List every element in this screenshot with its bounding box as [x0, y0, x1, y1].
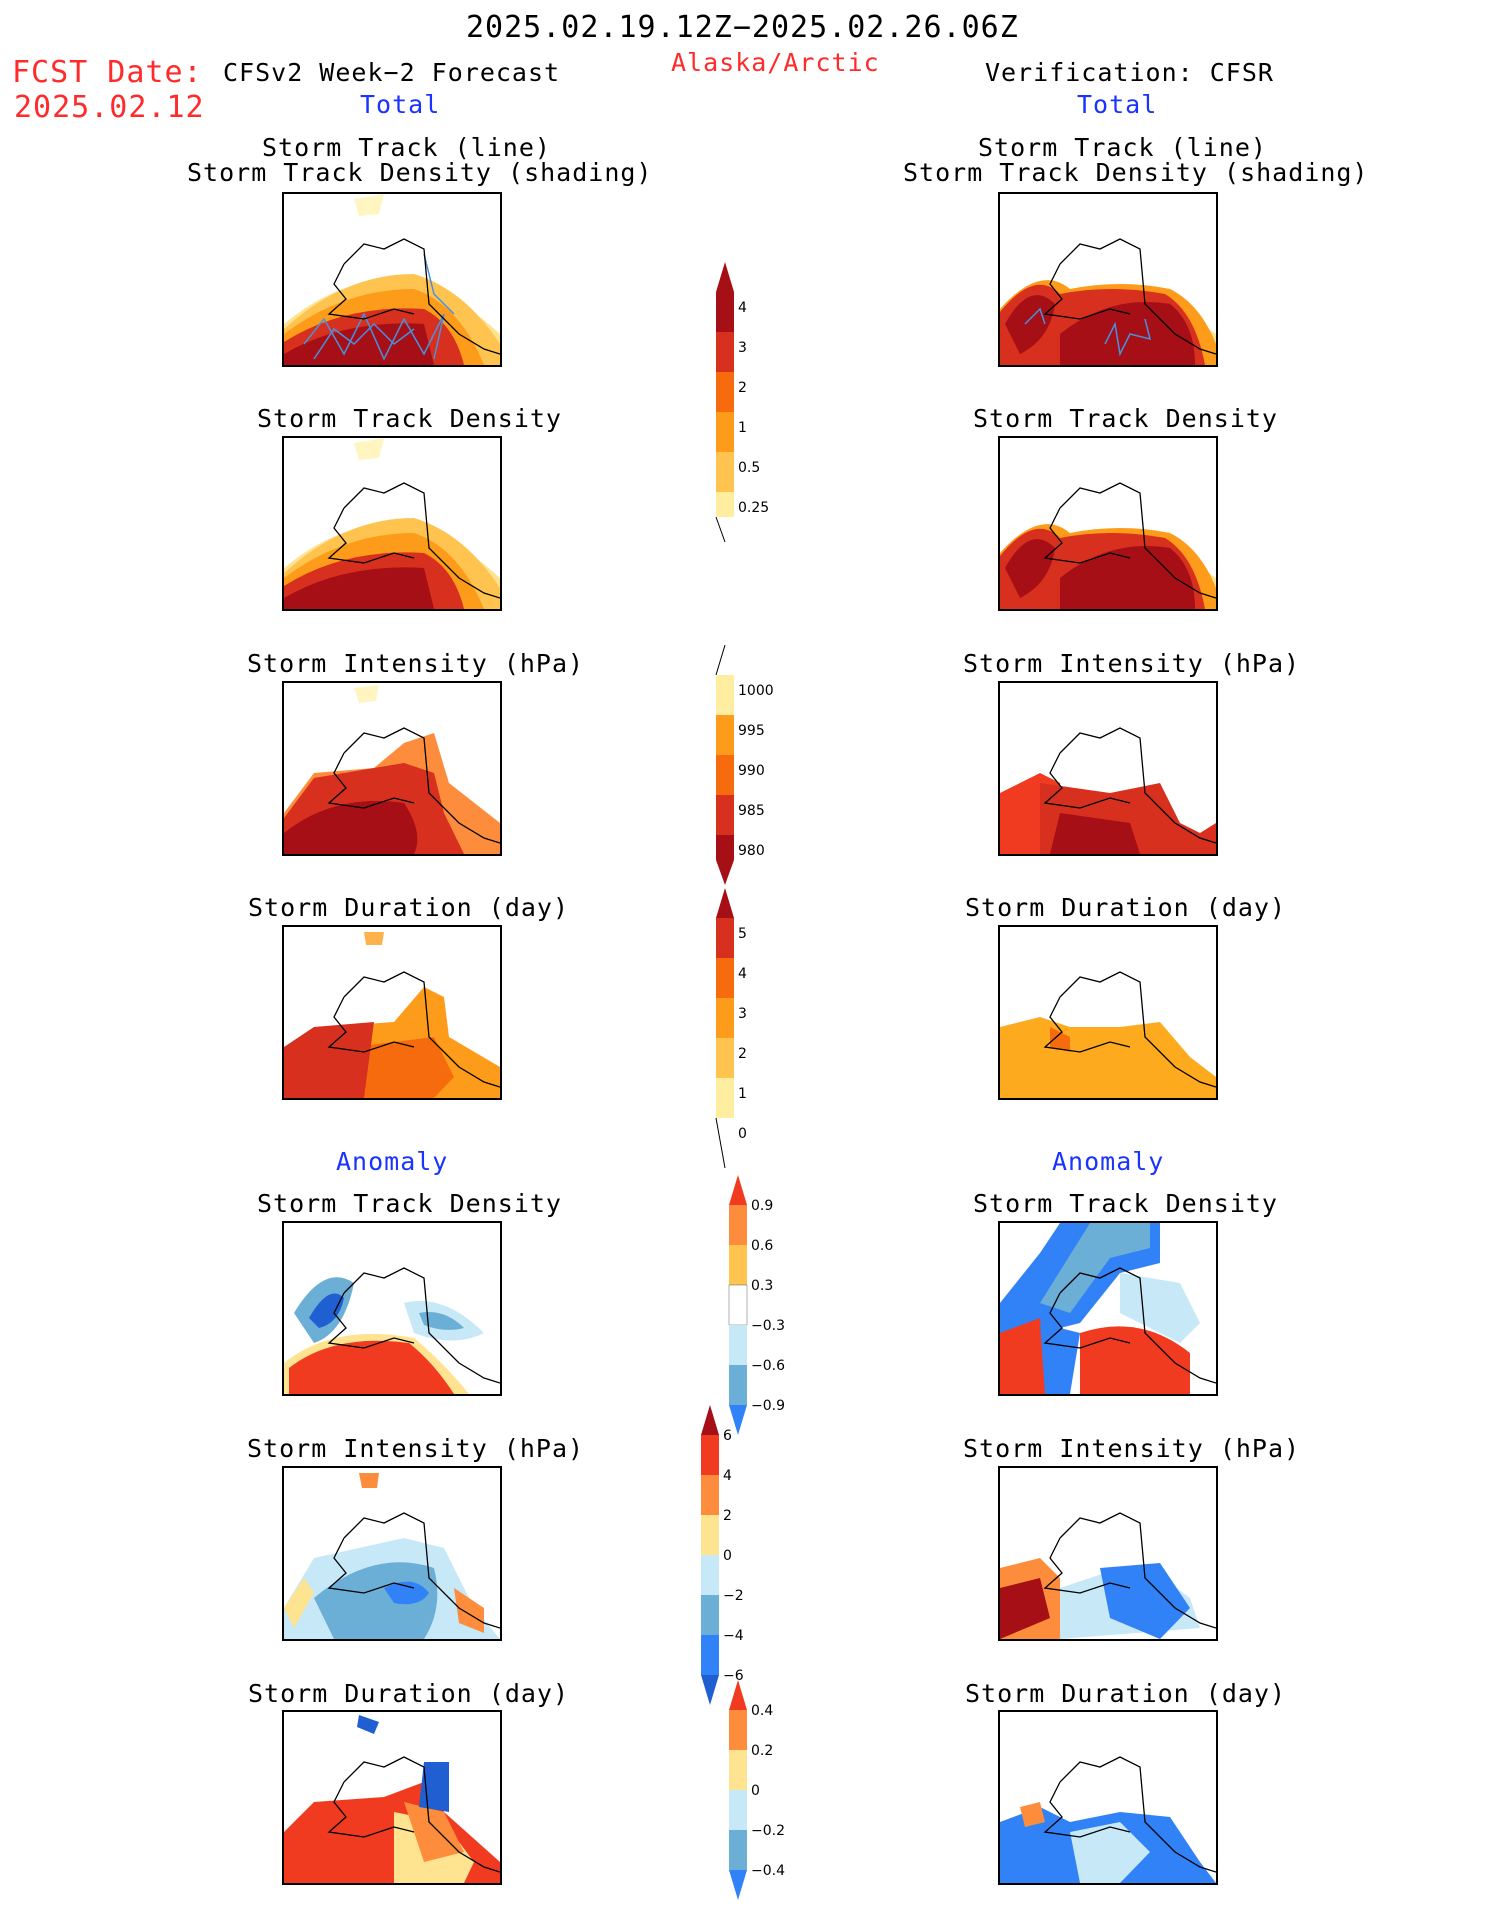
right-density-map	[998, 436, 1218, 611]
intensity-anom-colorbar: 6 4 2 0 −2 −4 −6	[701, 1405, 744, 1705]
cbar-tick: 2	[738, 380, 747, 396]
right-intensity-title: Storm Intensity (hPa)	[963, 649, 1301, 678]
left-intensity-map	[282, 681, 502, 856]
cbar-tick: −0.2	[751, 1823, 785, 1839]
left-density-title: Storm Track Density	[257, 404, 562, 433]
cbar-tick: 1	[738, 1086, 747, 1102]
cbar-tick: 990	[738, 763, 765, 779]
cbar-tick: 0	[723, 1548, 732, 1564]
cbar-tick: −0.9	[751, 1398, 785, 1414]
cbar-tick: 985	[738, 803, 765, 819]
right-anom-duration-map	[998, 1710, 1218, 1885]
right-anom-duration-title: Storm Duration (day)	[965, 1679, 1287, 1708]
verification-total-label: Total	[1077, 90, 1158, 119]
cbar-tick: 0.3	[751, 1278, 773, 1294]
right-anom-intensity-title: Storm Intensity (hPa)	[963, 1434, 1301, 1463]
forecast-title: CFSv2 Week−2 Forecast	[223, 58, 561, 87]
fcst-date-label: FCST Date:	[12, 55, 203, 90]
left-track-line-title: Storm Track (line)	[262, 133, 551, 162]
left-track-map	[282, 192, 502, 367]
cbar-tick: 3	[738, 340, 747, 356]
left-duration-title: Storm Duration (day)	[248, 893, 570, 922]
density-total-colorbar: 4 3 2 1 0.5 0.25	[715, 262, 769, 542]
cbar-tick: −0.3	[751, 1318, 785, 1334]
cbar-tick: 995	[738, 723, 765, 739]
cbar-tick: 3	[738, 1006, 747, 1022]
cbar-tick: 1000	[738, 683, 774, 699]
cbar-tick: 5	[738, 926, 747, 942]
verification-title: Verification: CFSR	[985, 58, 1274, 87]
cbar-tick: −4	[723, 1628, 744, 1644]
left-anom-density-title: Storm Track Density	[257, 1189, 562, 1218]
left-duration-map	[282, 925, 502, 1100]
cbar-tick: 2	[723, 1508, 732, 1524]
right-duration-title: Storm Duration (day)	[965, 893, 1287, 922]
cbar-tick: 0.25	[738, 500, 769, 516]
left-anom-duration-title: Storm Duration (day)	[248, 1679, 570, 1708]
cbar-tick: 1	[738, 420, 747, 436]
right-anom-density-map	[998, 1221, 1218, 1396]
cbar-tick: 6	[723, 1428, 732, 1444]
right-anom-density-title: Storm Track Density	[973, 1189, 1278, 1218]
cbar-tick: 0.9	[751, 1198, 773, 1214]
right-duration-map	[998, 925, 1218, 1100]
cbar-tick: −2	[723, 1588, 744, 1604]
left-track-shading-title: Storm Track Density (shading)	[187, 158, 653, 187]
right-intensity-map	[998, 681, 1218, 856]
right-track-shading-title: Storm Track Density (shading)	[903, 158, 1369, 187]
duration-anom-colorbar: 0.4 0.2 0 −0.2 −0.4	[729, 1680, 785, 1900]
intensity-total-colorbar: 1000 995 990 985 980	[715, 645, 774, 885]
left-anom-duration-map	[282, 1710, 502, 1885]
cbar-tick: 4	[738, 300, 747, 316]
duration-total-colorbar: 5 4 3 2 1 0	[715, 888, 747, 1168]
cbar-tick: −0.4	[751, 1863, 785, 1879]
left-intensity-title: Storm Intensity (hPa)	[247, 649, 585, 678]
cbar-tick: 0.5	[738, 460, 760, 476]
left-density-map	[282, 436, 502, 611]
cbar-tick: 4	[738, 966, 747, 982]
left-anom-density-map	[282, 1221, 502, 1396]
fcst-date-value: 2025.02.12	[14, 90, 205, 125]
cbar-tick: −6	[723, 1668, 744, 1684]
density-anom-colorbar: 0.9 0.6 0.3 −0.3 −0.6 −0.9	[728, 1175, 785, 1435]
cbar-tick: 0	[751, 1783, 760, 1799]
forecast-total-label: Total	[360, 90, 441, 119]
right-density-title: Storm Track Density	[973, 404, 1278, 433]
left-anom-intensity-map	[282, 1466, 502, 1641]
left-anom-intensity-title: Storm Intensity (hPa)	[247, 1434, 585, 1463]
cbar-tick: 0.2	[751, 1743, 773, 1759]
left-anomaly-label: Anomaly	[336, 1147, 449, 1176]
region-title: Alaska/Arctic	[671, 48, 880, 77]
right-track-map	[998, 192, 1218, 367]
period-title: 2025.02.19.12Z−2025.02.26.06Z	[466, 10, 1019, 45]
right-anom-intensity-map	[998, 1466, 1218, 1641]
cbar-tick: 980	[738, 843, 765, 859]
cbar-tick: −0.6	[751, 1358, 785, 1374]
cbar-tick: 4	[723, 1468, 732, 1484]
cbar-tick: 0	[738, 1126, 747, 1142]
cbar-tick: 0.4	[751, 1703, 773, 1719]
right-track-line-title: Storm Track (line)	[978, 133, 1267, 162]
cbar-tick: 0.6	[751, 1238, 773, 1254]
cbar-tick: 2	[738, 1046, 747, 1062]
right-anomaly-label: Anomaly	[1052, 1147, 1165, 1176]
